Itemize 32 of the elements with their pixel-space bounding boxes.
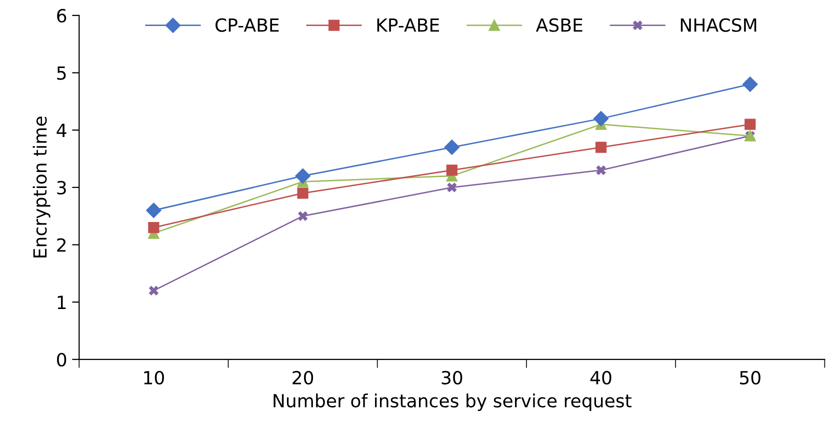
point	[446, 164, 458, 176]
x-tick-label: 20	[292, 370, 314, 384]
point	[595, 142, 607, 153]
point	[297, 188, 308, 199]
point	[148, 222, 160, 234]
x-tick-label: 50	[740, 370, 760, 384]
point	[148, 286, 159, 296]
y-tick-label: 6	[57, 8, 66, 23]
y-tick-label: 3	[57, 180, 66, 195]
point	[146, 202, 162, 218]
point	[744, 118, 756, 130]
point	[742, 76, 758, 92]
x-tick-label: 30	[442, 370, 462, 384]
point	[295, 168, 310, 184]
point	[444, 140, 460, 155]
point	[298, 211, 308, 221]
legend-label: ASBE	[536, 18, 582, 32]
y-tick-label: 0	[57, 352, 66, 367]
y-axis-title: Encryption time	[32, 116, 50, 258]
legend-label: NHACSM	[680, 18, 756, 32]
point	[596, 165, 606, 176]
legend-label: CP-ABE	[216, 18, 279, 32]
y-tick-label: 5	[57, 66, 66, 80]
y-tick-label: 1	[58, 296, 66, 309]
x-tick-label: 10	[144, 370, 164, 384]
point	[447, 182, 457, 192]
y-tick-label: 2	[57, 238, 66, 252]
legend-label: KP-ABE	[377, 18, 439, 32]
y-tick-label: 4	[56, 124, 66, 137]
x-tick-label: 40	[590, 370, 612, 384]
point	[593, 111, 609, 126]
x-axis-title: Number of instances by service request	[274, 394, 632, 412]
